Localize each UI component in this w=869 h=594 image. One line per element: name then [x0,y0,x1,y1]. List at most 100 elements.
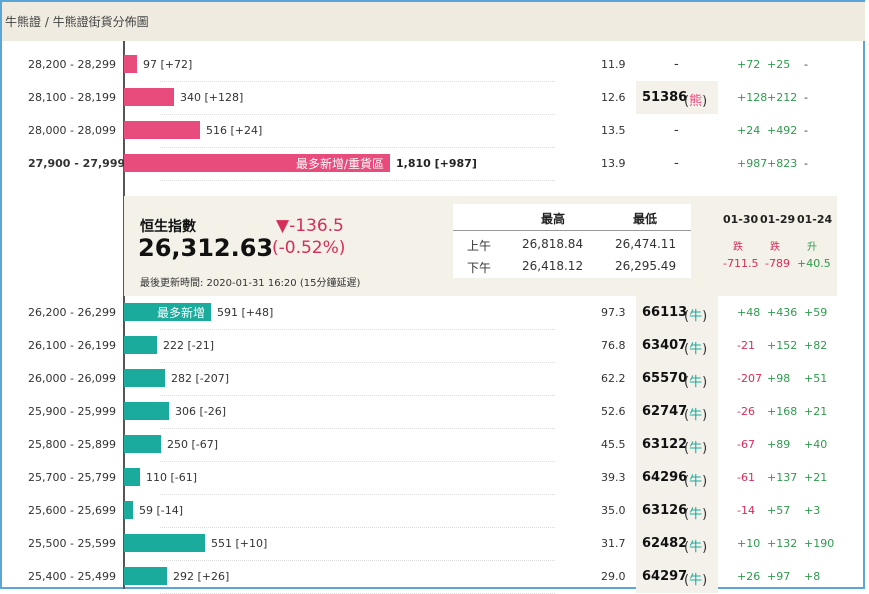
table-divider [453,230,691,231]
code-number[interactable]: 62482 [642,536,688,551]
change-day3: +21 [804,405,828,418]
percent-value: 97.3 [601,306,626,319]
warrant-code[interactable]: 62482 (牛) [636,527,718,560]
code-number[interactable]: 51386 [642,90,688,105]
type-symbol: 牛 [689,342,703,357]
code-number[interactable]: 64296 [642,470,688,485]
code-number[interactable]: 65570 [642,371,688,386]
table-row[interactable]: 27,900 - 27,999 最多新增/重貨區 1,810 [+987] 13.9 -… [0,147,865,181]
pm-high: 26,418.12 [522,259,584,273]
breadcrumb[interactable]: 牛熊證 / 牛熊證街貨分佈圖 [5,15,149,29]
percent-value: 76.8 [601,339,626,352]
code-number[interactable]: 66113 [642,305,688,320]
code-type: (牛) [684,305,707,324]
warrant-code[interactable]: 65570 (牛) [636,362,718,395]
row-divider [160,180,555,181]
code-type: (牛) [684,371,707,390]
code-number[interactable]: - [674,57,679,72]
table-row[interactable]: 25,900 - 25,999 306 [-26] 52.6 62747 (牛) -26 +… [0,395,865,429]
code-type: (牛) [684,404,707,423]
bear-bar[interactable] [124,121,200,139]
day-net: -789 [765,257,790,270]
type-symbol: 牛 [689,507,703,522]
bull-bar[interactable] [124,501,133,519]
outstanding-count: 97 [+72] [143,58,193,71]
bull-bar[interactable] [124,336,157,354]
table-row[interactable]: 26,100 - 26,199 222 [-21] 76.8 63407 (牛) -21 +… [0,329,865,363]
outstanding-count: 551 [+10] [211,537,268,550]
code-type: (牛) [684,338,707,357]
warrant-code[interactable]: - [636,114,718,147]
warrant-code[interactable]: 63122 (牛) [636,428,718,461]
warrant-code[interactable]: 66113 (牛) [636,296,718,329]
am-low: 26,474.11 [615,237,677,251]
warrant-code[interactable]: 63407 (牛) [636,329,718,362]
am-high: 26,818.84 [522,237,584,251]
type-symbol: 牛 [689,375,703,390]
warrant-code[interactable]: 64296 (牛) [636,461,718,494]
paren: ( [684,375,690,390]
paren: ( [684,342,690,357]
paren: ) [702,573,708,588]
table-row[interactable]: 25,600 - 25,699 59 [-14] 35.0 63126 (牛) -14 +5… [0,494,865,528]
change-day2: +492 [767,124,798,137]
code-number[interactable]: 63126 [642,503,688,518]
paren: ) [702,375,708,390]
bull-bar[interactable] [124,468,140,486]
table-row[interactable]: 25,700 - 25,799 110 [-61] 39.3 64296 (牛) -61 +… [0,461,865,495]
table-row[interactable]: 25,800 - 25,899 250 [-67] 45.5 63122 (牛) -67 +… [0,428,865,462]
warrant-code[interactable]: 51386 (熊) [636,81,718,114]
percent-value: 12.6 [601,91,626,104]
type-symbol: 牛 [689,408,703,423]
table-row[interactable]: 25,400 - 25,499 292 [+26] 29.0 64297 (牛) +26 +… [0,560,865,594]
bull-bar[interactable] [124,369,165,387]
high-header: 最高 [541,212,566,226]
outstanding-count: 516 [+24] [206,124,263,137]
table-row[interactable]: 28,200 - 28,299 97 [+72] 11.9- +72 +25- [0,48,865,82]
bear-bar[interactable] [124,88,174,106]
change-day2: +823 [767,157,798,170]
outstanding-count: 59 [-14] [139,504,184,517]
bull-bar[interactable] [124,435,161,453]
bull-bar[interactable] [124,567,167,585]
bull-bar[interactable] [124,534,205,552]
code-number[interactable]: 63122 [642,437,688,452]
outstanding-count: 591 [+48] [217,306,274,319]
warrant-code[interactable]: 64297 (牛) [636,560,718,593]
warrant-code[interactable]: - [636,48,718,81]
price-range: 26,200 - 26,299 [28,306,116,319]
change-day1: +987 [737,157,768,170]
paren: ( [684,507,690,522]
change-day2: +89 [767,438,791,451]
change-day3: +40 [804,438,828,451]
warrant-code[interactable]: 62747 (牛) [636,395,718,428]
price-range: 25,800 - 25,899 [28,438,116,451]
change-day1: -207 [737,372,762,385]
day-net: +40.5 [797,257,831,270]
table-row[interactable]: 25,500 - 25,599 551 [+10] 31.7 62482 (牛) +10 +… [0,527,865,561]
code-number[interactable]: 64297 [642,569,688,584]
code-number[interactable]: - [674,123,679,138]
change-day3: +8 [804,570,821,583]
index-value: 26,312.63 [138,234,274,262]
code-number[interactable]: 63407 [642,338,688,353]
table-row[interactable]: 26,000 - 26,099 282 [-207] 62.2 65570 (牛) -20… [0,362,865,396]
table-row[interactable]: 28,000 - 28,099 516 [+24] 13.5- +24 +492- [0,114,865,148]
table-row[interactable]: 26,200 - 26,299 最多新增 591 [+48] 97.3 66113 (牛)… [0,296,865,330]
code-number[interactable]: - [674,156,679,171]
warrant-code[interactable]: 63126 (牛) [636,494,718,527]
warrant-code[interactable]: - [636,147,718,180]
code-type: (牛) [684,569,707,588]
bear-bar[interactable] [124,55,137,73]
price-range: 26,000 - 26,099 [28,372,116,385]
code-number[interactable]: 62747 [642,404,688,419]
table-row[interactable]: 28,100 - 28,199 340 [+128] 12.6 51386 (熊) +12… [0,81,865,115]
day-date: 01-24 [797,213,833,226]
bull-bar[interactable] [124,402,169,420]
bull-bar[interactable]: 最多新增 [124,303,211,321]
bear-bar[interactable]: 最多新增/重貨區 [124,154,390,172]
low-header: 最低 [633,212,658,226]
outstanding-count: 110 [-61] [146,471,198,484]
row-divider [160,428,555,429]
day-net: -711.5 [723,257,759,270]
